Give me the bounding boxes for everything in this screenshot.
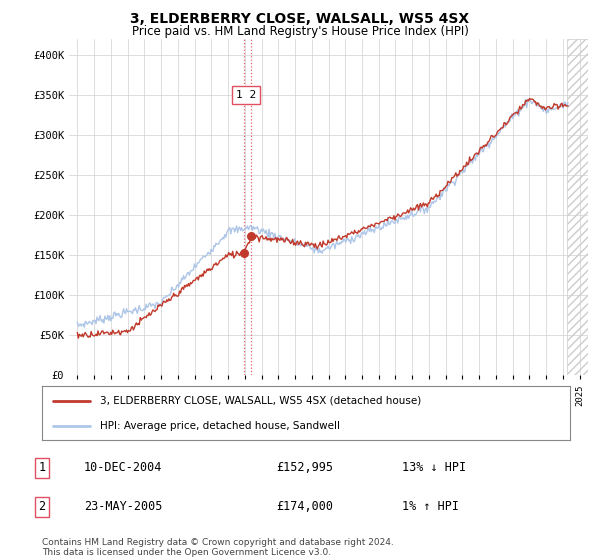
Text: 10-DEC-2004: 10-DEC-2004 <box>84 461 163 474</box>
Text: 13% ↓ HPI: 13% ↓ HPI <box>402 461 466 474</box>
Text: £152,995: £152,995 <box>276 461 333 474</box>
Text: 2: 2 <box>38 500 46 514</box>
Text: 3, ELDERBERRY CLOSE, WALSALL, WS5 4SX: 3, ELDERBERRY CLOSE, WALSALL, WS5 4SX <box>130 12 470 26</box>
Point <box>239 248 248 257</box>
Text: HPI: Average price, detached house, Sandwell: HPI: Average price, detached house, Sand… <box>100 421 340 431</box>
Point <box>247 231 256 240</box>
Text: 1% ↑ HPI: 1% ↑ HPI <box>402 500 459 514</box>
Text: 1: 1 <box>38 461 46 474</box>
Text: 3, ELDERBERRY CLOSE, WALSALL, WS5 4SX (detached house): 3, ELDERBERRY CLOSE, WALSALL, WS5 4SX (d… <box>100 396 421 406</box>
Text: Contains HM Land Registry data © Crown copyright and database right 2024.
This d: Contains HM Land Registry data © Crown c… <box>42 538 394 557</box>
Bar <box>567 39 596 375</box>
Text: 1 2: 1 2 <box>236 90 256 100</box>
Text: £174,000: £174,000 <box>276 500 333 514</box>
Text: Price paid vs. HM Land Registry's House Price Index (HPI): Price paid vs. HM Land Registry's House … <box>131 25 469 38</box>
Text: 23-MAY-2005: 23-MAY-2005 <box>84 500 163 514</box>
